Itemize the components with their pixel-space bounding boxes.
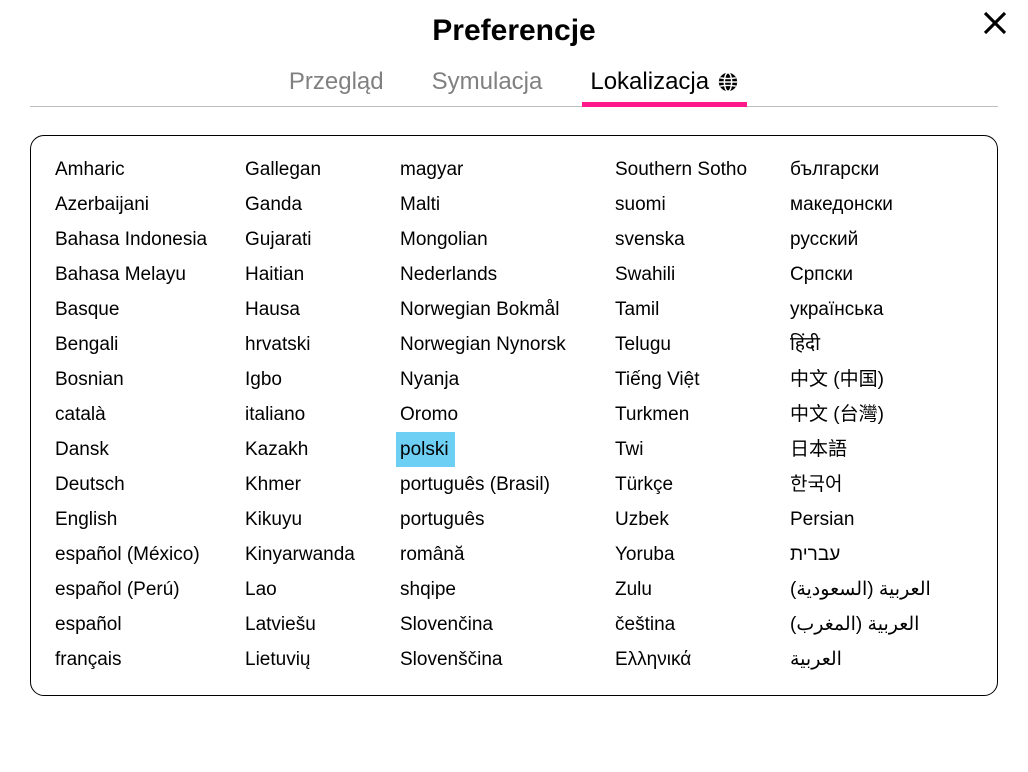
tab-label: Przegląd — [289, 68, 384, 96]
language-option[interactable]: Lao — [245, 572, 277, 607]
language-column-1: AmharicAzerbaijaniBahasa IndonesiaBahasa… — [55, 152, 245, 677]
language-option[interactable]: български — [790, 152, 879, 187]
language-option[interactable]: Amharic — [55, 152, 125, 187]
language-option[interactable]: Turkmen — [615, 397, 689, 432]
language-option[interactable]: Southern Sotho — [615, 152, 747, 187]
language-option[interactable]: Telugu — [615, 327, 671, 362]
language-option[interactable]: 日本語 — [790, 432, 847, 467]
language-option[interactable]: Malti — [400, 187, 440, 222]
tab-label: Symulacja — [432, 68, 543, 96]
language-option[interactable]: Kinyarwanda — [245, 537, 355, 572]
language-option[interactable]: Kazakh — [245, 432, 308, 467]
language-option[interactable]: Gujarati — [245, 222, 312, 257]
language-option[interactable]: română — [400, 537, 464, 572]
globe-icon — [717, 71, 739, 93]
page-title: Preferencje — [30, 14, 998, 48]
language-option[interactable]: čeština — [615, 607, 675, 642]
language-option[interactable]: Khmer — [245, 467, 301, 502]
language-option[interactable]: Bosnian — [55, 362, 124, 397]
language-option[interactable]: Latviešu — [245, 607, 316, 642]
language-option[interactable]: Српски — [790, 257, 853, 292]
language-option[interactable]: Bengali — [55, 327, 118, 362]
language-option[interactable]: català — [55, 397, 106, 432]
language-option[interactable]: polski — [396, 432, 455, 467]
language-option[interactable]: Bahasa Melayu — [55, 257, 186, 292]
language-option[interactable]: español (Perú) — [55, 572, 180, 607]
language-option[interactable]: Nyanja — [400, 362, 459, 397]
language-option[interactable]: svenska — [615, 222, 685, 257]
language-option[interactable]: русский — [790, 222, 858, 257]
language-option[interactable]: suomi — [615, 187, 666, 222]
language-option[interactable]: Gallegan — [245, 152, 321, 187]
language-option[interactable]: 한국어 — [790, 467, 842, 502]
language-option[interactable]: Yoruba — [615, 537, 675, 572]
language-option[interactable]: français — [55, 642, 122, 677]
language-option[interactable]: Twi — [615, 432, 644, 467]
language-option[interactable]: Ελληνικά — [615, 642, 691, 677]
close-button[interactable] — [980, 8, 1010, 38]
language-option[interactable]: العربية (المغرب) — [790, 607, 919, 642]
language-option[interactable]: magyar — [400, 152, 463, 187]
language-option[interactable]: Kikuyu — [245, 502, 302, 537]
language-option[interactable]: português — [400, 502, 485, 537]
language-option[interactable]: Norwegian Bokmål — [400, 292, 559, 327]
language-option[interactable]: Lietuvių — [245, 642, 311, 677]
language-option[interactable]: Norwegian Nynorsk — [400, 327, 566, 362]
language-option[interactable]: Igbo — [245, 362, 282, 397]
language-option[interactable]: Nederlands — [400, 257, 497, 292]
language-column-5: българскимакедонскирусскийСрпскиукраїнсь… — [790, 152, 960, 677]
tab-localization[interactable]: Lokalizacja — [586, 62, 743, 106]
language-option[interactable]: Zulu — [615, 572, 652, 607]
language-option[interactable]: Deutsch — [55, 467, 125, 502]
language-grid: AmharicAzerbaijaniBahasa IndonesiaBahasa… — [55, 152, 973, 677]
language-option[interactable]: Haitian — [245, 257, 304, 292]
language-option[interactable]: português (Brasil) — [400, 467, 550, 502]
language-option[interactable]: Basque — [55, 292, 119, 327]
language-option[interactable]: Uzbek — [615, 502, 669, 537]
language-option[interactable]: Bahasa Indonesia — [55, 222, 207, 257]
language-column-2: GalleganGandaGujaratiHaitianHausahrvatsk… — [245, 152, 400, 677]
language-option[interactable]: italiano — [245, 397, 305, 432]
language-option[interactable]: हिंदी — [790, 327, 820, 362]
language-column-3: magyarMaltiMongolianNederlandsNorwegian … — [400, 152, 615, 677]
language-option[interactable]: Hausa — [245, 292, 300, 327]
language-option[interactable]: العربية (السعودية) — [790, 572, 931, 607]
language-option[interactable]: Azerbaijani — [55, 187, 149, 222]
language-option[interactable]: Slovenčina — [400, 607, 493, 642]
language-option[interactable]: Persian — [790, 502, 854, 537]
tabs: Przegląd Symulacja Lokalizacja — [30, 62, 998, 107]
language-option[interactable]: shqipe — [400, 572, 456, 607]
language-option[interactable]: Ganda — [245, 187, 302, 222]
language-option[interactable]: Tiếng Việt — [615, 362, 700, 397]
language-option[interactable]: hrvatski — [245, 327, 310, 362]
language-option[interactable]: español (México) — [55, 537, 200, 572]
language-option[interactable]: Türkçe — [615, 467, 673, 502]
language-panel: AmharicAzerbaijaniBahasa IndonesiaBahasa… — [30, 135, 998, 696]
language-column-4: Southern SothosuomisvenskaSwahiliTamilTe… — [615, 152, 790, 677]
language-option[interactable]: Tamil — [615, 292, 659, 327]
tab-overview[interactable]: Przegląd — [285, 62, 388, 106]
language-option[interactable]: Swahili — [615, 257, 675, 292]
language-option[interactable]: עברית — [790, 537, 840, 572]
language-option[interactable]: македонски — [790, 187, 893, 222]
language-option[interactable]: Dansk — [55, 432, 109, 467]
language-option[interactable]: English — [55, 502, 117, 537]
language-option[interactable]: español — [55, 607, 122, 642]
tab-label: Lokalizacja — [590, 68, 709, 96]
language-option[interactable]: 中文 (台灣) — [790, 397, 884, 432]
language-option[interactable]: Mongolian — [400, 222, 488, 257]
language-option[interactable]: Slovenščina — [400, 642, 502, 677]
language-option[interactable]: 中文 (中国) — [790, 362, 884, 397]
language-option[interactable]: українська — [790, 292, 883, 327]
language-option[interactable]: Oromo — [400, 397, 458, 432]
language-option[interactable]: العربية — [790, 642, 842, 677]
tab-simulation[interactable]: Symulacja — [428, 62, 547, 106]
close-icon — [980, 8, 1010, 38]
